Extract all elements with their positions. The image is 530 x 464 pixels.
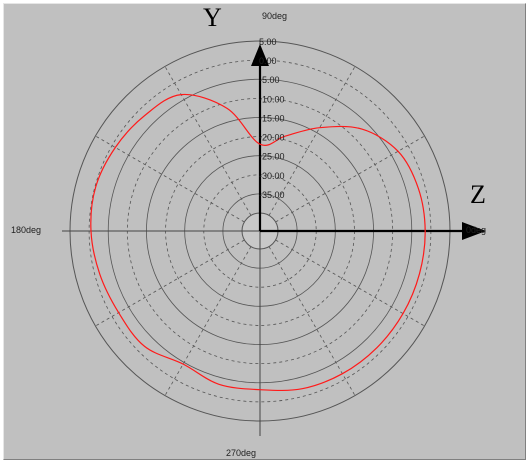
angle-label-0: 0deg [466, 225, 486, 235]
y-axis-arrowhead [251, 44, 269, 66]
radial-tick-label: -10.00 [259, 94, 285, 104]
arrow-axes [251, 44, 486, 240]
angle-label-270: 270deg [226, 448, 256, 458]
z-axis-letter: Z [470, 180, 486, 209]
y-axis-letter: Y [203, 3, 222, 32]
radiation-pattern-trace [90, 93, 426, 392]
radial-tick-label: 0.00 [259, 56, 277, 66]
radial-tick-labels: 5.00 0.00 -5.00 -10.00 -15.00 -20.00 -25.00 -30… [259, 37, 285, 200]
radial-tick-label: 5.00 [259, 37, 277, 47]
series-layer [90, 93, 426, 392]
radial-tick-label: -25.00 [259, 152, 285, 162]
radial-tick-label: -30.00 [259, 171, 285, 181]
z-axis-arrowhead [462, 222, 486, 240]
grid-spoke [95, 135, 245, 223]
angle-label-90: 90deg [262, 11, 287, 21]
radial-tick-label: -5.00 [259, 75, 280, 85]
radial-tick-label: -15.00 [259, 113, 285, 123]
grid-spoke [268, 66, 356, 216]
radial-tick-label: -20.00 [259, 133, 285, 143]
grid-spoke [268, 246, 356, 396]
radial-tick-label: -35.00 [259, 190, 285, 200]
angle-label-180: 180deg [11, 225, 41, 235]
grid-spoke [275, 239, 425, 327]
grid-spoke [164, 246, 252, 396]
grid-spoke [95, 239, 245, 327]
grid-spoke [275, 135, 425, 223]
grid-spoke [164, 66, 252, 216]
